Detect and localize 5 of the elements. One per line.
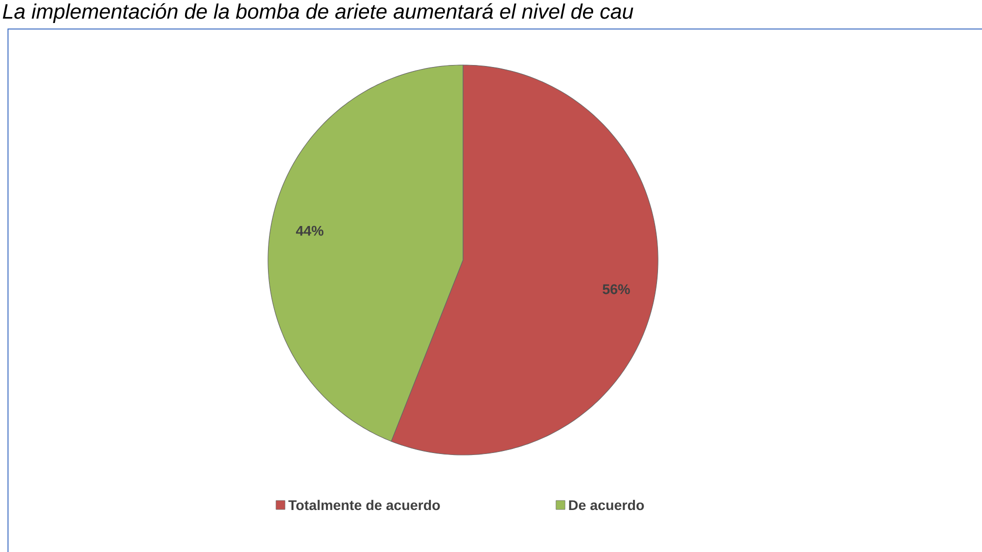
data-label: 56% — [602, 284, 630, 294]
chart-title: La implementación de la bomba de ariete aumentará el nivel de cau — [2, 3, 634, 24]
legend-label: De acuerdo — [569, 500, 644, 510]
data-label: 44% — [296, 226, 324, 236]
legend-label: Totalmente de acuerdo — [288, 500, 440, 510]
